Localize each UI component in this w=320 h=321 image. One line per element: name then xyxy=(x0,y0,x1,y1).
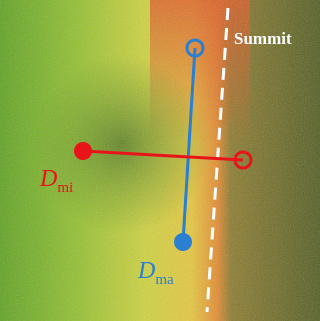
minor-axis-start xyxy=(74,142,92,160)
major-axis-start xyxy=(174,233,192,251)
terrain-figure: Summit Dmi Dma xyxy=(0,0,320,321)
subscript: mi xyxy=(57,180,73,196)
summit-label: Summit xyxy=(234,29,292,48)
page: Summit Dmi Dma (() => { const data = JSO… xyxy=(0,0,320,321)
symbol: D xyxy=(137,258,155,284)
symbol: D xyxy=(39,166,57,192)
subscript: ma xyxy=(155,272,174,288)
